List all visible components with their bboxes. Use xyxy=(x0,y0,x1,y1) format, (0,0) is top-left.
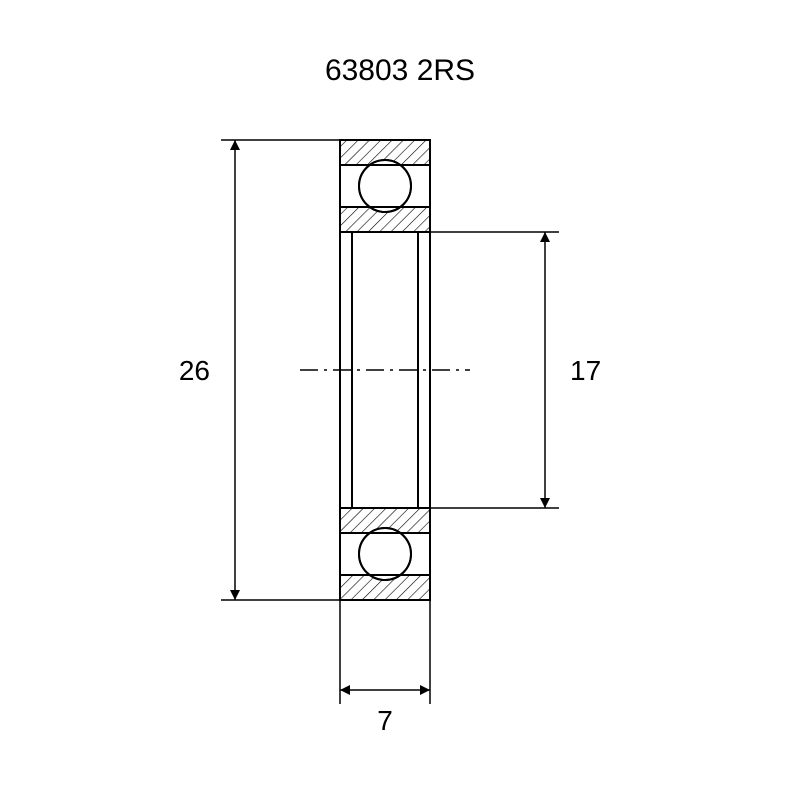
dim-outer-diameter-label: 26 xyxy=(179,355,210,386)
part-number-title: 63803 2RS xyxy=(325,54,475,87)
dim-width: 7 xyxy=(340,600,430,736)
dim-inner-diameter-label: 17 xyxy=(570,355,601,386)
dim-inner-diameter: 17 xyxy=(430,232,601,508)
dim-width-label: 7 xyxy=(377,705,393,736)
bearing-section-drawing: 63803 2RS xyxy=(0,0,800,800)
top-race xyxy=(340,140,430,232)
bottom-race xyxy=(340,508,430,600)
